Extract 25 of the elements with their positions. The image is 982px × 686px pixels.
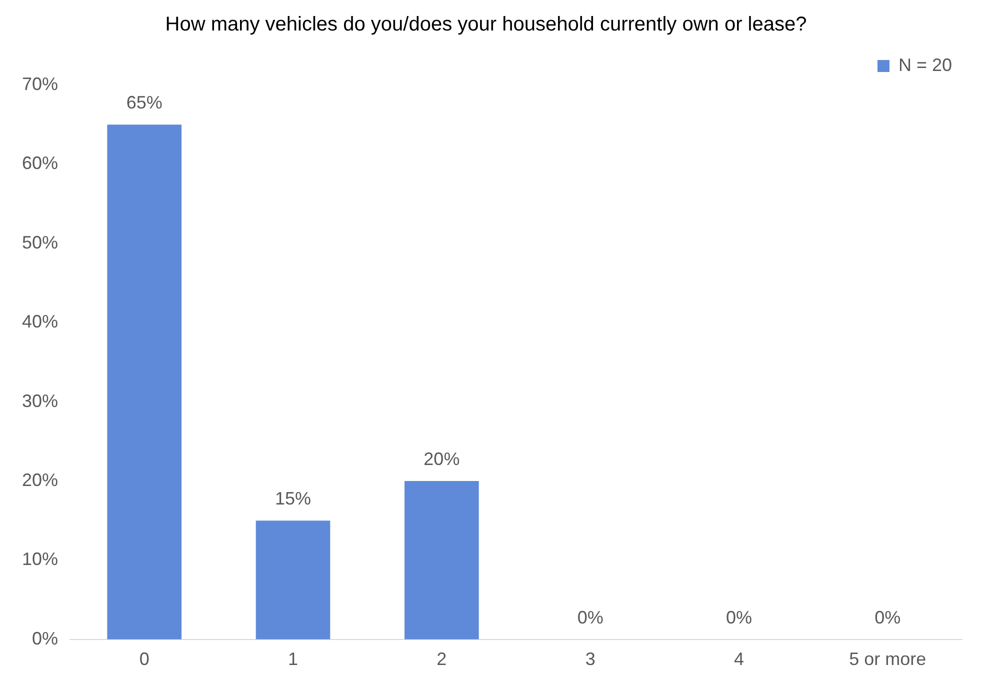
data-label: 0%: [726, 607, 752, 628]
y-tick-label: 20%: [22, 470, 58, 490]
data-label: 0%: [874, 607, 901, 628]
y-tick-label: 60%: [22, 153, 58, 174]
y-tick-label: 0%: [32, 628, 58, 648]
data-label: 20%: [424, 448, 460, 469]
y-tick-label: 40%: [22, 312, 58, 332]
x-tick-label: 2: [436, 649, 447, 670]
bar: [256, 520, 330, 640]
y-tick-label: 10%: [22, 549, 58, 570]
data-label: 65%: [126, 92, 162, 113]
x-tick-label: 3: [585, 649, 596, 670]
y-tick-label: 70%: [22, 74, 58, 94]
x-tick-label: 1: [288, 649, 298, 670]
legend-label: N = 20: [898, 54, 952, 75]
bar: [404, 481, 479, 640]
y-tick-label: 50%: [22, 232, 58, 252]
x-tick-label: 5 or more: [849, 649, 926, 670]
chart-title: How many vehicles do you/does your household currently own or lease?: [165, 14, 807, 36]
data-label: 15%: [275, 488, 312, 509]
bar: [107, 124, 182, 640]
y-tick-label: 30%: [22, 390, 58, 411]
x-tick-label: 0: [139, 649, 150, 670]
data-label: 0%: [577, 607, 604, 628]
x-tick-label: 4: [734, 649, 744, 670]
